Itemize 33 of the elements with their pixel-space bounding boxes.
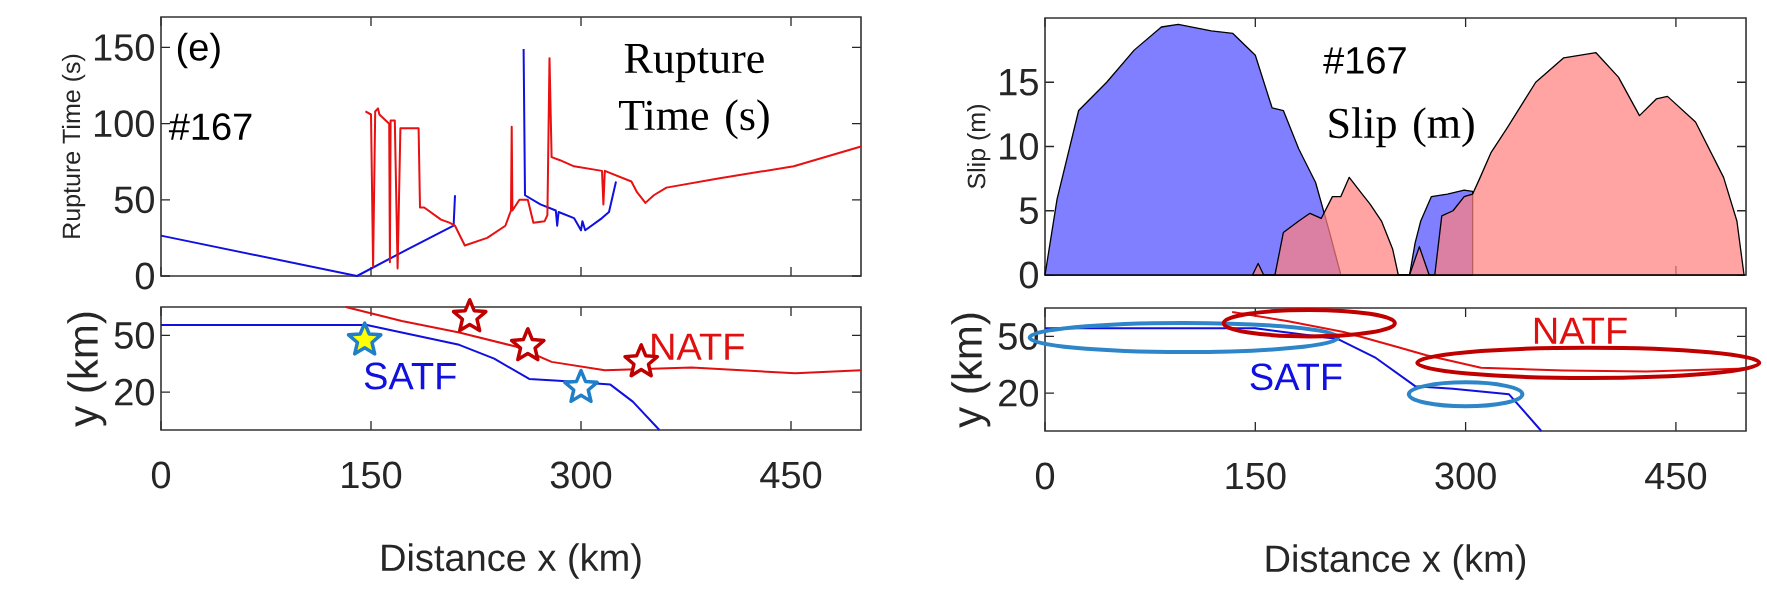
- series-label: SATF: [1250, 363, 1342, 391]
- series-label: SATF: [364, 362, 456, 390]
- x-axis-title: Distance x (km): [382, 543, 641, 579]
- x-tick-label: 150: [1226, 462, 1286, 490]
- annotation: Rupture Time (s): [619, 44, 769, 140]
- x-tick-label: 450: [1645, 462, 1707, 490]
- y-tick-label: 50: [114, 321, 154, 349]
- y-axis-title: y (km): [951, 313, 991, 428]
- y-tick-label: 0: [135, 262, 154, 290]
- y-axis-title: Rupture Time (s): [61, 54, 86, 238]
- annotation: #167: [1323, 46, 1406, 74]
- y-tick-label: 10: [1000, 133, 1038, 160]
- y-axis-title: y (km): [67, 312, 107, 427]
- x-tick-label: 150: [342, 461, 402, 489]
- x-tick-label: 0: [151, 461, 171, 489]
- y-tick-label: 15: [1000, 68, 1038, 96]
- y-axis-title: Slip (m): [967, 105, 991, 189]
- y-tick-label: 5: [1019, 197, 1038, 225]
- y-tick-label: 150: [94, 34, 154, 61]
- y-tick-label: 20: [115, 378, 154, 406]
- y-tick-label: 100: [94, 110, 154, 138]
- annotation: (e): [177, 32, 220, 69]
- x-tick-label: 300: [1435, 462, 1496, 490]
- annotation: Slip (m): [1329, 107, 1474, 148]
- series-label: NATF: [652, 333, 744, 360]
- series-label: NATF: [1534, 317, 1627, 344]
- annotation: #167: [168, 113, 252, 141]
- y-tick-label: 50: [114, 186, 154, 214]
- y-tick-label: 20: [999, 379, 1038, 407]
- x-tick-label: 450: [760, 461, 822, 489]
- x-tick-label: 300: [550, 461, 612, 489]
- x-axis-title: Distance x (km): [1266, 544, 1526, 580]
- y-tick-label: 0: [1019, 261, 1038, 289]
